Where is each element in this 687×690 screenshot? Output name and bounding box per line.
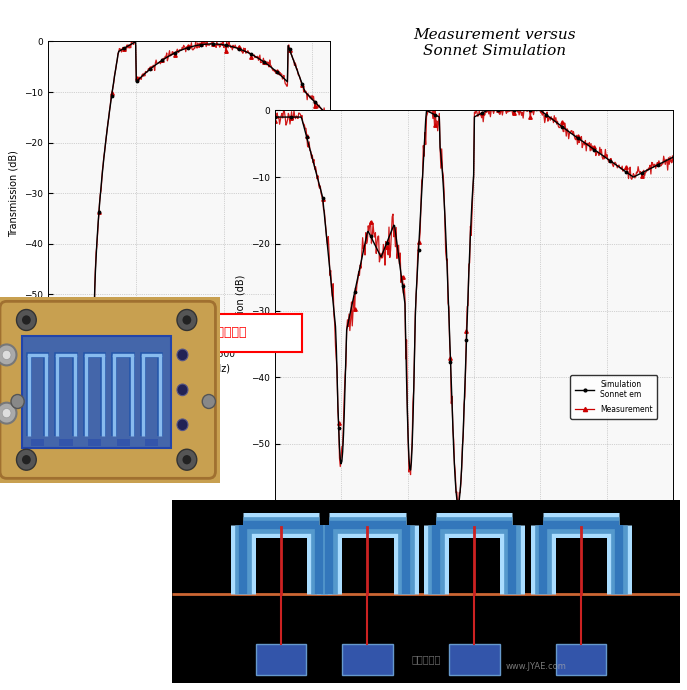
Circle shape	[177, 349, 188, 361]
Circle shape	[22, 455, 31, 464]
Bar	[256, 644, 306, 675]
Bar	[88, 439, 101, 446]
Circle shape	[11, 395, 24, 408]
Circle shape	[2, 351, 11, 359]
Legend: Simulation
Sonnet em, Measurement: Simulation Sonnet em, Measurement	[570, 375, 657, 419]
Bar	[556, 644, 607, 675]
Circle shape	[0, 344, 16, 366]
Text: 公众号：射频百花譚: 公众号：射频百花譚	[179, 326, 247, 339]
Y-axis label: Transmission (dB): Transmission (dB)	[9, 150, 19, 237]
Circle shape	[177, 449, 196, 470]
Bar	[22, 336, 172, 448]
Circle shape	[16, 310, 36, 331]
Circle shape	[177, 310, 196, 331]
Circle shape	[183, 315, 191, 324]
Bar	[342, 644, 393, 675]
Text: www.JYAE.com: www.JYAE.com	[506, 662, 566, 671]
Circle shape	[0, 403, 16, 424]
X-axis label: Frequency (MHz): Frequency (MHz)	[148, 364, 230, 375]
Circle shape	[16, 449, 36, 470]
Circle shape	[202, 395, 216, 408]
Text: Measurement versus
Sonnet Simulation: Measurement versus Sonnet Simulation	[414, 28, 576, 58]
Bar	[145, 439, 158, 446]
Bar	[117, 439, 130, 446]
Circle shape	[2, 408, 11, 418]
Circle shape	[177, 384, 188, 395]
Text: 射频百在线: 射频百在线	[412, 654, 440, 664]
Circle shape	[22, 315, 31, 324]
Bar	[31, 439, 44, 446]
X-axis label: Frequency (MHz): Frequency (MHz)	[421, 530, 527, 540]
Bar	[449, 644, 499, 675]
Circle shape	[183, 455, 191, 464]
FancyBboxPatch shape	[0, 302, 216, 478]
Y-axis label: Reflection (dB): Reflection (dB)	[236, 275, 245, 346]
Circle shape	[177, 419, 188, 431]
Bar	[59, 439, 73, 446]
